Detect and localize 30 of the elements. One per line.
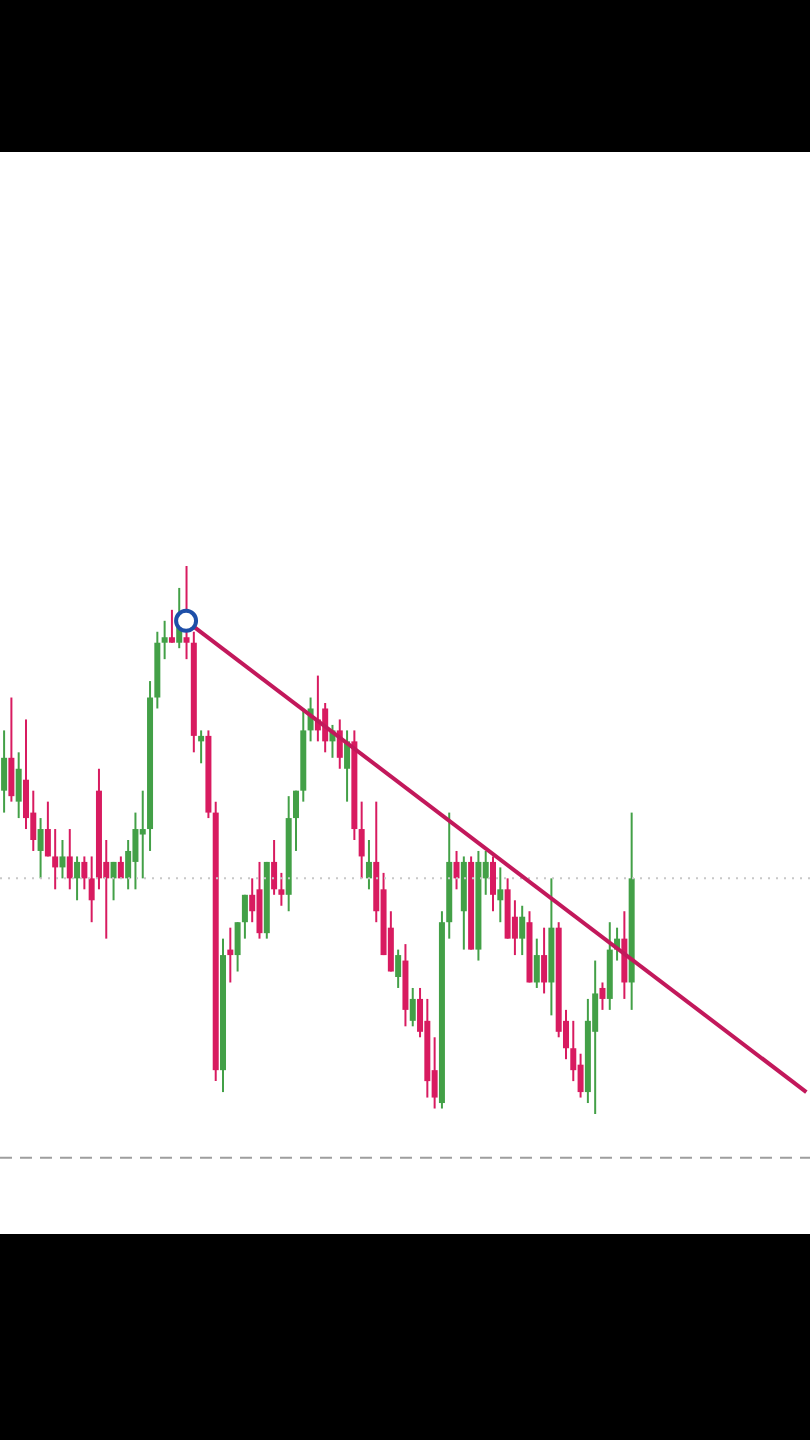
candlestick (81, 855, 88, 891)
candlestick (533, 937, 540, 989)
candlestick (599, 981, 606, 1011)
candlestick (577, 1052, 584, 1099)
candlestick (59, 839, 66, 880)
candlestick (256, 860, 263, 940)
candlestick (1, 729, 8, 814)
candlestick (74, 855, 81, 902)
candlestick (519, 904, 526, 957)
candlestick (198, 729, 205, 765)
candlestick (132, 811, 139, 891)
candlestick (541, 926, 548, 995)
candlestick (110, 860, 117, 902)
candlestick (365, 839, 372, 891)
candlestick (409, 986, 416, 1028)
candlestick (66, 828, 73, 891)
candlestick (234, 921, 241, 973)
candlestick (592, 959, 599, 1114)
candlestick (15, 751, 22, 820)
candlestick (497, 866, 504, 924)
candlestick (161, 619, 168, 661)
candlestick (52, 828, 59, 891)
candlestick (227, 926, 234, 984)
candlestick (168, 608, 175, 644)
candlestick (358, 800, 365, 880)
candlestick (8, 696, 15, 803)
candlestick (395, 948, 402, 989)
candlestick (453, 849, 460, 891)
candlestick (490, 855, 497, 913)
candlestick (37, 817, 44, 880)
